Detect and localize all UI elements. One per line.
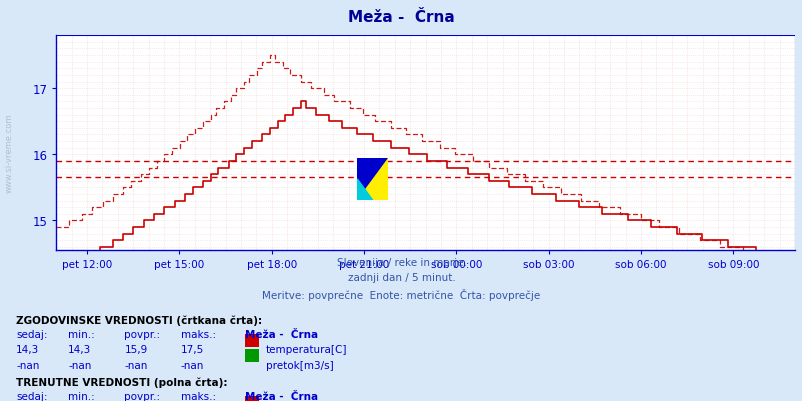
Text: 17,5: 17,5	[180, 344, 204, 354]
Text: -nan: -nan	[16, 360, 39, 370]
Text: -nan: -nan	[124, 360, 148, 370]
Text: 14,3: 14,3	[16, 344, 39, 354]
Text: sedaj:: sedaj:	[16, 329, 47, 339]
Polygon shape	[357, 158, 387, 200]
Text: min.:: min.:	[68, 391, 95, 401]
Text: Meža -  Črna: Meža - Črna	[245, 329, 318, 339]
Text: 14,3: 14,3	[68, 344, 91, 354]
Text: 15,9: 15,9	[124, 344, 148, 354]
Text: maks.:: maks.:	[180, 329, 216, 339]
Text: Meritve: povprečne  Enote: metrične  Črta: povprečje: Meritve: povprečne Enote: metrične Črta:…	[262, 288, 540, 300]
Text: -nan: -nan	[68, 360, 91, 370]
Text: TRENUTNE VREDNOSTI (polna črta):: TRENUTNE VREDNOSTI (polna črta):	[16, 377, 227, 387]
Text: povpr.:: povpr.:	[124, 391, 160, 401]
Text: Meža -  Črna: Meža - Črna	[245, 391, 318, 401]
Text: Meža -  Črna: Meža - Črna	[348, 10, 454, 25]
Text: sedaj:: sedaj:	[16, 391, 47, 401]
Text: pretok[m3/s]: pretok[m3/s]	[265, 360, 333, 370]
Text: -nan: -nan	[180, 360, 204, 370]
Polygon shape	[357, 180, 372, 200]
Text: temperatura[C]: temperatura[C]	[265, 344, 346, 354]
Text: maks.:: maks.:	[180, 391, 216, 401]
Text: Slovenija / reke in morje.: Slovenija / reke in morje.	[336, 257, 466, 267]
Text: ZGODOVINSKE VREDNOSTI (črtkana črta):: ZGODOVINSKE VREDNOSTI (črtkana črta):	[16, 315, 262, 325]
Text: zadnji dan / 5 minut.: zadnji dan / 5 minut.	[347, 273, 455, 283]
Text: www.si-vreme.com: www.si-vreme.com	[5, 113, 14, 192]
Text: min.:: min.:	[68, 329, 95, 339]
Text: povpr.:: povpr.:	[124, 329, 160, 339]
Polygon shape	[357, 158, 387, 200]
